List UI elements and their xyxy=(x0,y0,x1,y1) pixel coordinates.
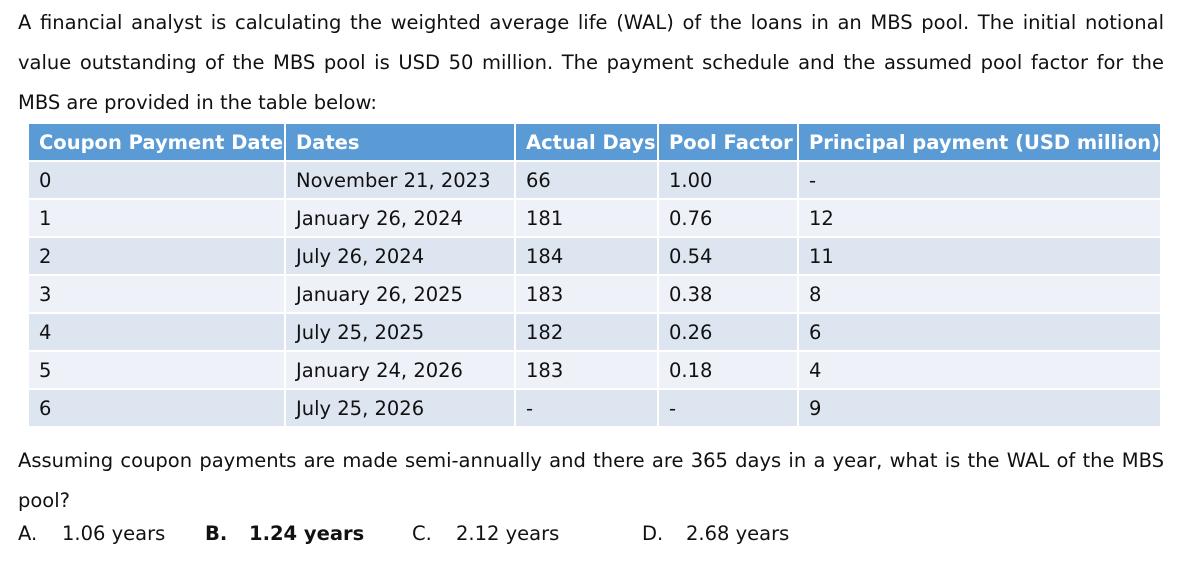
cell-coupon-date: 0 xyxy=(29,162,284,198)
cell-coupon-date: 3 xyxy=(29,276,284,312)
cell-principal: 12 xyxy=(799,200,1161,236)
cell-date: July 25, 2025 xyxy=(286,314,514,350)
option-a[interactable]: A. 1.06 years xyxy=(18,522,165,545)
header-dates: Dates xyxy=(286,124,514,160)
option-d[interactable]: D. 2.68 years xyxy=(642,522,789,545)
cell-pool-factor: 0.54 xyxy=(659,238,797,274)
option-letter: D. xyxy=(642,522,664,545)
cell-actual-days: 181 xyxy=(516,200,657,236)
header-actual-days: Actual Days xyxy=(516,124,657,160)
option-text: 1.24 years xyxy=(249,522,365,545)
cell-actual-days: 183 xyxy=(516,276,657,312)
cell-coupon-date: 6 xyxy=(29,390,284,426)
cell-date: November 21, 2023 xyxy=(286,162,514,198)
cell-pool-factor: - xyxy=(659,390,797,426)
table-row: 0 November 21, 2023 66 1.00 - xyxy=(29,162,1161,198)
answer-options: A. 1.06 years B. 1.24 years C. 2.12 years D… xyxy=(18,522,1178,554)
cell-pool-factor: 0.26 xyxy=(659,314,797,350)
option-letter: B. xyxy=(205,522,228,545)
cell-principal: 8 xyxy=(799,276,1161,312)
cell-coupon-date: 1 xyxy=(29,200,284,236)
header-coupon-payment-date: Coupon Payment Date xyxy=(29,124,284,160)
table-row: 1 January 26, 2024 181 0.76 12 xyxy=(29,200,1161,236)
cell-date: July 26, 2024 xyxy=(286,238,514,274)
cell-pool-factor: 0.76 xyxy=(659,200,797,236)
cell-date: January 24, 2026 xyxy=(286,352,514,388)
cell-principal: 6 xyxy=(799,314,1161,350)
cell-pool-factor: 0.38 xyxy=(659,276,797,312)
option-letter: A. xyxy=(18,522,38,545)
option-letter: C. xyxy=(412,522,432,545)
option-b[interactable]: B. 1.24 years xyxy=(205,522,364,545)
payment-schedule-table: Coupon Payment Date Dates Actual Days Po… xyxy=(27,122,1162,428)
option-text: 1.06 years xyxy=(62,522,166,545)
cell-principal: - xyxy=(799,162,1161,198)
cell-pool-factor: 1.00 xyxy=(659,162,797,198)
cell-date: July 25, 2026 xyxy=(286,390,514,426)
table-header-row: Coupon Payment Date Dates Actual Days Po… xyxy=(29,124,1161,160)
cell-actual-days: 66 xyxy=(516,162,657,198)
cell-actual-days: - xyxy=(516,390,657,426)
option-text: 2.12 years xyxy=(456,522,560,545)
cell-date: January 26, 2025 xyxy=(286,276,514,312)
header-pool-factor: Pool Factor xyxy=(659,124,797,160)
header-principal-payment: Principal payment (USD million) xyxy=(799,124,1161,160)
cell-pool-factor: 0.18 xyxy=(659,352,797,388)
option-text: 2.68 years xyxy=(686,522,790,545)
cell-actual-days: 184 xyxy=(516,238,657,274)
question-prompt: Assuming coupon payments are made semi-a… xyxy=(18,449,1164,512)
question-intro: A financial analyst is calculating the w… xyxy=(18,11,1164,114)
cell-principal: 11 xyxy=(799,238,1161,274)
cell-actual-days: 183 xyxy=(516,352,657,388)
cell-coupon-date: 4 xyxy=(29,314,284,350)
cell-principal: 4 xyxy=(799,352,1161,388)
table-row: 5 January 24, 2026 183 0.18 4 xyxy=(29,352,1161,388)
table-row: 6 July 25, 2026 - - 9 xyxy=(29,390,1161,426)
table-row: 4 July 25, 2025 182 0.26 6 xyxy=(29,314,1161,350)
option-c[interactable]: C. 2.12 years xyxy=(412,522,559,545)
cell-actual-days: 182 xyxy=(516,314,657,350)
cell-coupon-date: 5 xyxy=(29,352,284,388)
cell-coupon-date: 2 xyxy=(29,238,284,274)
cell-date: January 26, 2024 xyxy=(286,200,514,236)
cell-principal: 9 xyxy=(799,390,1161,426)
table-row: 2 July 26, 2024 184 0.54 11 xyxy=(29,238,1161,274)
table-row: 3 January 26, 2025 183 0.38 8 xyxy=(29,276,1161,312)
